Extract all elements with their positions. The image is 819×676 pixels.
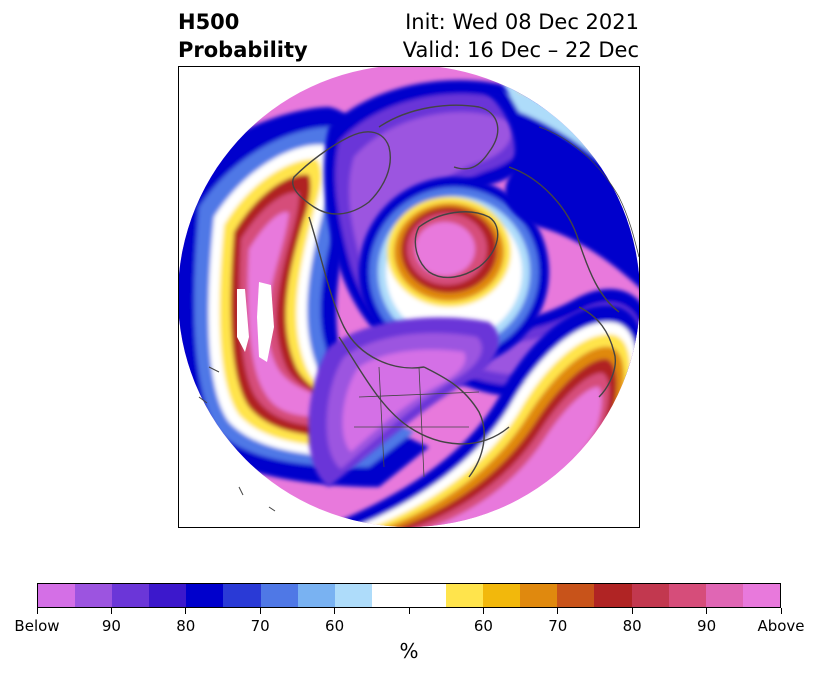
- colorbar-tick-label: 80: [622, 617, 642, 635]
- colorbar-tick-label: 90: [697, 617, 717, 635]
- colorbar-tick-label: 90: [101, 617, 121, 635]
- arctic-islands: [378, 104, 499, 170]
- colorbar-tick-mark: [334, 608, 336, 614]
- colorbar-swatch: [334, 584, 372, 607]
- valid-period: Valid: 16 Dec – 22 Dec: [402, 38, 639, 62]
- coastlines: [198, 104, 639, 512]
- run-info: Init: Wed 08 Dec 2021 Valid: 16 Dec – 22…: [403, 8, 639, 64]
- europe-coast: [508, 166, 620, 313]
- colorbar-tick-label: Above: [757, 617, 805, 635]
- colorbar-swatch: [631, 584, 669, 607]
- colorbar-swatch: [408, 584, 447, 607]
- colorbar-tick-mark: [185, 608, 187, 614]
- colorbar-tick-mark: [408, 608, 410, 614]
- pacific-islands: [198, 366, 276, 512]
- colorbar-swatch: [742, 584, 780, 607]
- colorbar-tick-label: 60: [325, 617, 345, 635]
- colorbar-swatch: [371, 584, 409, 607]
- title-line-1: H500: [178, 10, 240, 34]
- map-panel: [178, 66, 640, 528]
- state-borders: [354, 366, 480, 478]
- iberia-coast: [578, 306, 616, 398]
- probability-field: [179, 67, 639, 527]
- colorbar-tick-mark: [631, 608, 633, 614]
- ridge-west: [179, 107, 429, 487]
- colorbar-swatch: [149, 584, 187, 607]
- alaska-coast: [292, 131, 391, 215]
- colorbar-tick-mark: [110, 608, 112, 614]
- colorbar-swatch: [297, 584, 335, 607]
- ridge-arctic: [359, 177, 549, 367]
- colorbar-swatch: [38, 584, 76, 607]
- colorbar-tick-label: Below: [14, 617, 60, 635]
- ridge-speck-2: [257, 282, 274, 362]
- east-coast: [423, 366, 485, 478]
- colorbar-swatch: [75, 584, 113, 607]
- colorbar: [37, 583, 781, 608]
- colorbar-swatch: [705, 584, 743, 607]
- ridge-speck-1: [237, 289, 249, 352]
- colorbar-tick-label: 80: [176, 617, 196, 635]
- colorbar-swatch: [557, 584, 595, 607]
- colorbar-swatch: [668, 584, 706, 607]
- probability-map: [179, 67, 639, 527]
- colorbar-swatch: [260, 584, 298, 607]
- colorbar-tick-label: 60: [473, 617, 493, 635]
- trough-central-us: [308, 317, 499, 487]
- greenland-coast: [414, 211, 499, 279]
- chart-title: H500 Probability: [178, 8, 308, 64]
- colorbar-tick-mark: [259, 608, 261, 614]
- colorbar-tick-mark: [36, 608, 38, 614]
- colorbar-unit-label: %: [399, 639, 419, 663]
- west-coast: [308, 216, 425, 369]
- siberia-borders: [538, 126, 639, 258]
- colorbar-tick-mark: [557, 608, 559, 614]
- colorbar-tick-mark: [780, 608, 782, 614]
- colorbar-tick-label: 70: [250, 617, 270, 635]
- colorbar-swatch: [483, 584, 521, 607]
- colorbar-swatch: [594, 584, 632, 607]
- title-line-2: Probability: [178, 38, 308, 62]
- colorbar-swatch: [186, 584, 224, 607]
- colorbar-tick-mark: [706, 608, 708, 614]
- colorbar-swatch: [520, 584, 558, 607]
- colorbar-swatch: [446, 584, 484, 607]
- colorbar-tick-label: 70: [548, 617, 568, 635]
- colorbar-tick-mark: [482, 608, 484, 614]
- init-time: Init: Wed 08 Dec 2021: [405, 10, 639, 34]
- colorbar-swatch: [223, 584, 261, 607]
- colorbar-swatch: [112, 584, 150, 607]
